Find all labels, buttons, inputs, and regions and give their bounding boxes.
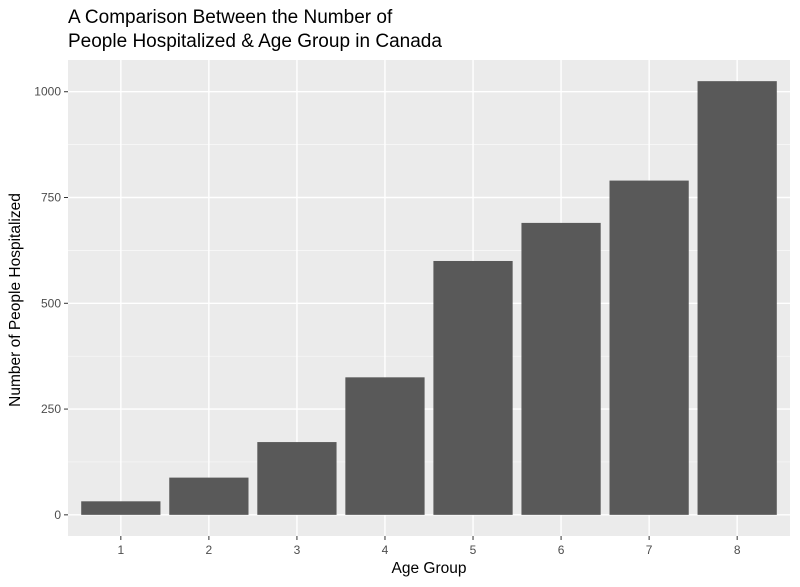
x-tick-label: 3 (294, 543, 301, 557)
bar-age-group-5 (433, 260, 513, 515)
bar-age-group-1 (81, 501, 161, 515)
bar-age-group-6 (521, 222, 601, 515)
x-tick-label: 5 (470, 543, 477, 557)
bar-age-group-2 (169, 477, 249, 515)
x-tick-label: 2 (206, 543, 213, 557)
y-tick-label: 750 (41, 191, 61, 205)
bar-age-group-3 (257, 442, 337, 515)
x-tick-label: 7 (646, 543, 653, 557)
bars (81, 81, 777, 515)
chart-title-line-2: People Hospitalized & Age Group in Canad… (68, 31, 442, 52)
x-tick-label: 1 (117, 543, 124, 557)
chart-title: A Comparison Between the Number of Peopl… (68, 6, 788, 54)
y-tick-label: 0 (54, 508, 61, 522)
x-axis: 1 2 3 4 5 6 7 8 (117, 536, 741, 557)
bar-age-group-7 (609, 180, 689, 515)
x-tick-label: 6 (558, 543, 565, 557)
y-axis: 0 250 500 750 1000 (34, 85, 68, 522)
bar-age-group-8 (697, 81, 777, 515)
y-tick-label: 500 (41, 296, 61, 310)
y-tick-label: 1000 (34, 85, 61, 99)
chart-title-line-1: A Comparison Between the Number of (68, 7, 393, 28)
y-axis-label: Number of People Hospitalized (7, 193, 24, 407)
bar-age-group-4 (345, 377, 425, 515)
y-tick-label: 250 (41, 402, 61, 416)
x-tick-label: 8 (734, 543, 741, 557)
x-axis-label: Age Group (391, 560, 467, 577)
x-tick-label: 4 (382, 543, 389, 557)
